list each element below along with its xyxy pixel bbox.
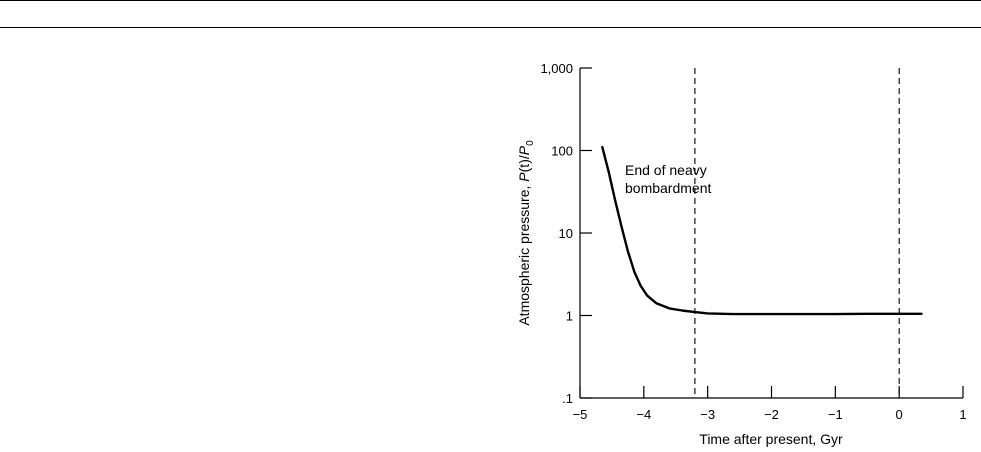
chart-series: [601, 145, 923, 316]
series-line-0: [601, 145, 923, 316]
y-axis-title-paren: (t)/: [516, 155, 532, 172]
x-tick-label-5: 0: [896, 407, 903, 422]
y-axis-title: Atmospheric pressure, P(t)/P0: [516, 140, 536, 326]
top-rule-upper: [0, 0, 981, 1]
annotation-line-2: bombardment: [625, 180, 711, 196]
y-axis-title-denom: P: [516, 145, 532, 155]
x-tick-label-0: −5: [573, 407, 588, 422]
y-tick-label-2: 10: [559, 226, 573, 241]
y-axis-title-main: Atmospheric pressure,: [516, 182, 532, 326]
y-tick-label-1: 1: [566, 309, 573, 324]
annotation-line-1: End of neavy: [625, 162, 707, 178]
x-tick-label-2: −3: [700, 407, 715, 422]
y-tick-label-4: 1,000: [540, 61, 573, 76]
x-tick-label-1: −4: [636, 407, 651, 422]
vertical-markers: [694, 68, 900, 398]
top-rule-lower: [0, 27, 981, 28]
x-tick-label-4: −1: [828, 407, 843, 422]
y-axis-title-sub: 0: [525, 140, 536, 146]
y-tick-label-3: 100: [551, 144, 573, 159]
x-tick-label-3: −2: [764, 407, 779, 422]
x-axis-title: Time after present, Gyr: [699, 431, 843, 447]
x-tick-label-6: 1: [959, 407, 966, 422]
chart-axes: [579, 67, 964, 399]
tick-labels: −5 −4 −3 −2 −1 0 1 .1 1 10 100 1,000: [540, 61, 966, 422]
y-tick-label-0: .1: [562, 391, 573, 406]
y-axis-title-var: P: [516, 172, 532, 182]
